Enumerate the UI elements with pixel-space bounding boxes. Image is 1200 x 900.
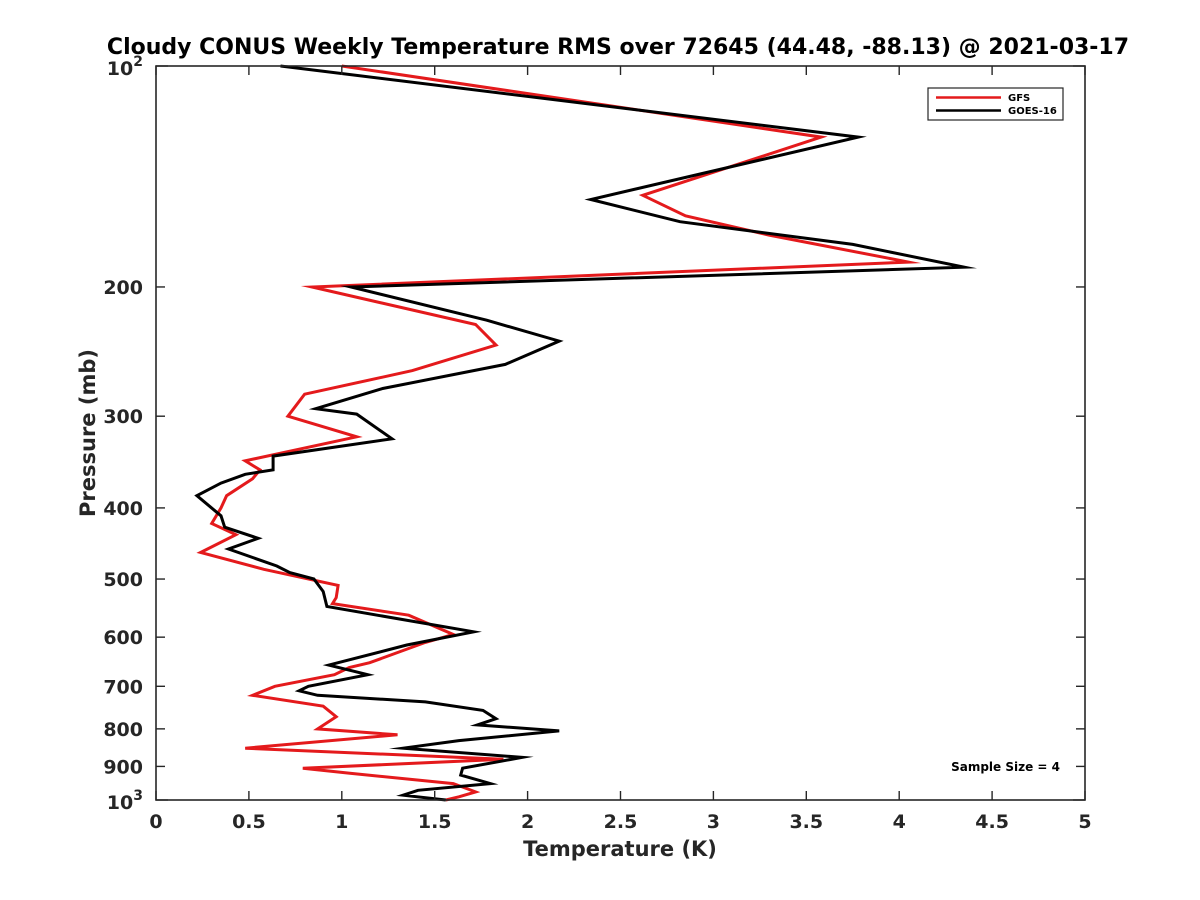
series-line-gfs (196, 64, 922, 802)
x-axis-label: Temperature (K) (523, 837, 717, 861)
chart-title: Cloudy CONUS Weekly Temperature RMS over… (107, 35, 1129, 60)
y-tick-label: 700 (103, 676, 143, 698)
y-tick-label: 300 (103, 406, 143, 428)
y-tick-label: 800 (103, 719, 143, 741)
x-axis-ticks: 0 0.5 1 1.5 2 2.5 3 3.5 4 4.5 5 (149, 66, 1092, 833)
y-tick-label: 900 (103, 756, 143, 778)
legend: GFS GOES-16 (927, 87, 1064, 121)
y-tick-label: 400 (103, 498, 143, 520)
series-line-goes16 (194, 64, 977, 802)
legend-label-goes16: GOES-16 (1008, 106, 1057, 117)
plot-axes-frame (155, 65, 1086, 801)
y-decade-tick-label: 103 (107, 788, 143, 814)
x-tick-label: 2.5 (604, 811, 638, 833)
x-tick-label: 3.5 (789, 811, 823, 833)
y-tick-label: 600 (103, 627, 143, 649)
x-tick-label: 4.5 (975, 811, 1009, 833)
x-tick-label: 1 (335, 811, 348, 833)
y-decade-tick-label: 102 (107, 54, 143, 80)
legend-label-gfs: GFS (1008, 93, 1030, 104)
x-tick-label: 2 (521, 811, 534, 833)
y-axis-label: Pressure (mb) (76, 349, 100, 517)
x-tick-label: 0 (149, 811, 162, 833)
y-tick-label: 200 (103, 277, 143, 299)
y-tick-label: 500 (103, 569, 143, 591)
x-tick-label: 4 (893, 811, 906, 833)
x-tick-label: 5 (1078, 811, 1091, 833)
x-tick-label: 3 (707, 811, 720, 833)
x-tick-label: 0.5 (232, 811, 266, 833)
sample-size-annotation: Sample Size = 4 (951, 760, 1060, 774)
y-axis-ticks: 200 300 400 500 600 700 800 900 102 103 (103, 54, 1085, 814)
x-tick-label: 1.5 (418, 811, 452, 833)
legend-box (927, 87, 1064, 121)
plot-series (194, 64, 977, 802)
